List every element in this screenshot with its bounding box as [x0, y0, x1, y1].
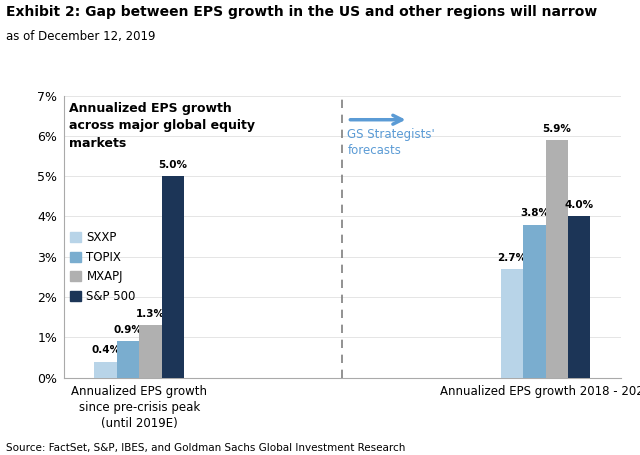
Text: GS Strategists'
forecasts: GS Strategists' forecasts: [348, 128, 435, 157]
Text: 0.4%: 0.4%: [91, 345, 120, 355]
Text: 4.0%: 4.0%: [564, 200, 594, 210]
Bar: [501, 269, 524, 378]
Bar: [524, 224, 546, 378]
Bar: [546, 140, 568, 378]
Text: Exhibit 2: Gap between EPS growth in the US and other regions will narrow: Exhibit 2: Gap between EPS growth in the…: [6, 5, 598, 19]
Text: Annualized EPS growth
across major global equity
markets: Annualized EPS growth across major globa…: [69, 101, 255, 150]
Bar: [568, 217, 590, 378]
Bar: [161, 176, 184, 378]
Text: Source: FactSet, S&P, IBES, and Goldman Sachs Global Investment Research: Source: FactSet, S&P, IBES, and Goldman …: [6, 443, 406, 453]
Text: 5.9%: 5.9%: [542, 124, 572, 134]
Bar: [95, 362, 117, 378]
Bar: [117, 341, 139, 378]
Bar: [139, 325, 161, 378]
Text: 5.0%: 5.0%: [158, 160, 188, 170]
Legend: SXXP, TOPIX, MXAPJ, S&P 500: SXXP, TOPIX, MXAPJ, S&P 500: [70, 231, 136, 303]
Text: 0.9%: 0.9%: [113, 325, 143, 335]
Text: 1.3%: 1.3%: [136, 309, 165, 319]
Text: 3.8%: 3.8%: [520, 208, 549, 218]
Text: as of December 12, 2019: as of December 12, 2019: [6, 30, 156, 43]
Text: 2.7%: 2.7%: [497, 253, 527, 263]
